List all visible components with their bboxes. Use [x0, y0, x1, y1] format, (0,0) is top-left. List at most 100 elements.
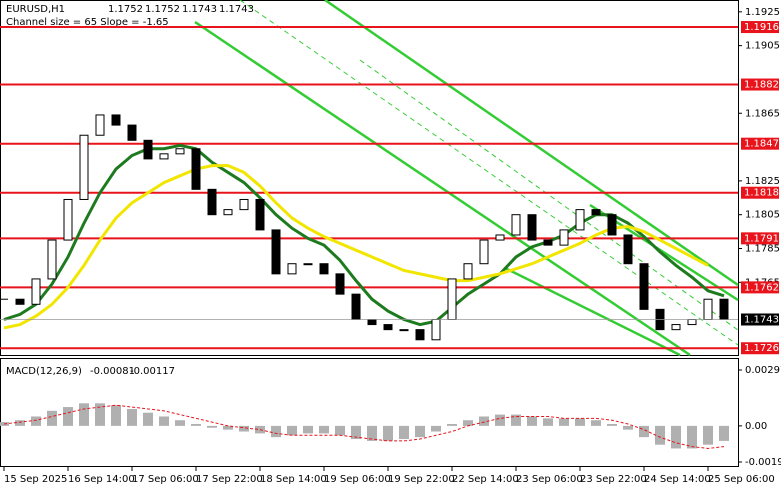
candle [95, 114, 105, 136]
y-tick-label: 1.1805 [745, 210, 780, 221]
macd-bar [175, 420, 185, 426]
candle [111, 114, 121, 126]
macd-panel [0, 358, 739, 467]
candle [719, 298, 729, 321]
level-label-box [741, 21, 779, 34]
title: EURUSD,H1 [6, 4, 65, 15]
last-price-label: 1.1743 [744, 315, 779, 326]
channel-annotation: Channel size = 65 Slope = -1.65 [6, 17, 169, 28]
quote-4: 1.1743 [219, 4, 254, 15]
candle [607, 214, 617, 236]
macd-bar [559, 418, 569, 426]
candle [575, 209, 585, 231]
x-tick-label: 18 Sep 14:00 [260, 474, 327, 485]
macd-bar [287, 425, 297, 436]
level-label: 1.1762 [744, 282, 779, 293]
candle [399, 329, 409, 332]
macd-bar [639, 425, 649, 438]
macd-bar [31, 416, 41, 426]
candle [159, 153, 169, 160]
candle [367, 319, 377, 326]
candle [447, 278, 457, 320]
y-tick-label: 1.1905 [745, 41, 780, 52]
macd-bar [111, 405, 121, 426]
macd-title: MACD(12,26,9) [6, 366, 82, 377]
macd-bar [463, 420, 473, 426]
macd-bar [671, 425, 681, 449]
level-label-box [741, 232, 779, 245]
x-tick-label: 19 Sep 22:00 [388, 474, 455, 485]
candle [175, 148, 185, 155]
macd-bar [223, 425, 233, 430]
candle [543, 239, 553, 246]
macd-bar [335, 425, 345, 436]
macd-bar [79, 403, 89, 426]
candle [127, 124, 137, 141]
candle [639, 263, 649, 310]
candle [271, 229, 281, 275]
moving-average [3, 143, 725, 327]
y-tick-label: 1.1825 [745, 176, 780, 187]
macd-bar [47, 410, 57, 426]
level-label: 1.1726 [744, 343, 779, 354]
macd-bar [687, 425, 697, 449]
macd-readout: -0.00117 [130, 366, 175, 377]
level-label: 1.1916 [744, 22, 779, 33]
candle [63, 198, 73, 241]
candle [479, 239, 489, 265]
symbol-title: EURUSD,H1 [6, 4, 65, 15]
macd-bar [303, 425, 313, 434]
level-label-box [741, 137, 779, 150]
candle [255, 198, 265, 231]
macd-bar [15, 420, 25, 426]
macd-bar [383, 425, 393, 441]
x-tick-label: 17 Sep 06:00 [132, 474, 199, 485]
channel-line [504, 266, 681, 357]
last-price-box [741, 313, 779, 326]
macd-bar [511, 414, 521, 426]
candle [303, 263, 313, 266]
quote-2: 1.1752 [145, 4, 180, 15]
candle [415, 329, 425, 341]
level-label: 1.1791 [744, 233, 779, 244]
macd-bar [319, 425, 329, 434]
candle [287, 263, 297, 275]
quote-1: 1.1752 [108, 4, 143, 15]
candle [223, 209, 233, 216]
macd-bar [159, 416, 169, 426]
moving-average [3, 164, 709, 330]
macd-bar [719, 425, 729, 441]
x-tick-label: 23 Sep 06:00 [516, 474, 583, 485]
main-panel [0, 0, 739, 356]
candle [319, 263, 329, 275]
x-tick-label: 22 Sep 14:00 [452, 474, 519, 485]
macd-bar [143, 412, 153, 426]
x-tick-label: 19 Sep 06:00 [324, 474, 391, 485]
macd-bar [63, 407, 73, 426]
macd-bar [367, 425, 377, 441]
macd-bar [239, 425, 249, 432]
level-label: 1.1882 [744, 80, 779, 91]
macd-bar [527, 416, 537, 426]
macd-bar [591, 420, 601, 426]
candle [527, 214, 537, 241]
y-tick-label: -0.00192 [745, 457, 781, 468]
macd-bar [127, 408, 137, 426]
x-tick-label: 16 Sep 14:00 [68, 474, 135, 485]
x-tick-label: 24 Sep 14:00 [644, 474, 711, 485]
level-label-box [741, 281, 779, 294]
candle [591, 209, 601, 216]
macd-bar [415, 425, 425, 438]
x-tick-label: 17 Sep 22:00 [196, 474, 263, 485]
candle [559, 229, 569, 246]
level-label: 1.1847 [744, 139, 779, 150]
candle [431, 319, 441, 341]
macd-bar [479, 416, 489, 426]
macd-bar [575, 418, 585, 426]
macd-bar [431, 425, 441, 432]
candle [351, 293, 361, 320]
candle [191, 148, 201, 190]
candle [239, 198, 249, 211]
